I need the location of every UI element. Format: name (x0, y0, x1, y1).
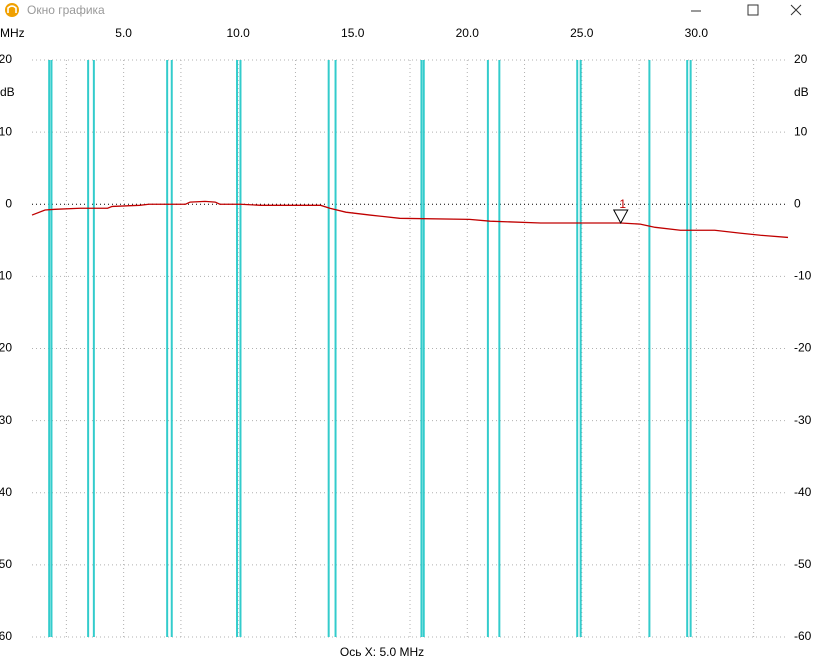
y-tick-label: 20 (0, 52, 12, 66)
x-axis-label: Ось X: 5.0 MHz (340, 645, 424, 659)
window-title: Окно графика (27, 3, 105, 17)
x-tick-label: 10.0 (227, 26, 251, 40)
maximize-button[interactable] (747, 4, 759, 16)
y-tick-label: -30 (794, 413, 812, 427)
y-tick-label: 10 (794, 124, 808, 138)
y-tick-label: 10 (0, 124, 12, 138)
app-icon (5, 3, 19, 17)
y-tick-label: 0 (5, 196, 12, 210)
y-tick-label: -20 (794, 341, 812, 355)
y-tick-label: -40 (0, 485, 12, 499)
y-tick-label: -10 (0, 269, 12, 283)
y-tick-label: -40 (794, 485, 812, 499)
y-tick-label: -50 (794, 557, 812, 571)
x-tick-label: 15.0 (341, 26, 365, 40)
app-icon-glyph (7, 5, 17, 13)
x-tick-label: 20.0 (456, 26, 480, 40)
y-tick-label: -10 (794, 269, 812, 283)
x-tick-label: 5.0 (115, 26, 132, 40)
y-tick-label: -50 (0, 557, 12, 571)
marker-label: 1 (619, 197, 626, 211)
x-tick-label: 30.0 (685, 26, 709, 40)
y-tick-label: 20 (794, 52, 808, 66)
y-tick-label: -20 (0, 341, 12, 355)
y-tick-label: -60 (794, 629, 812, 643)
y-unit-right: dB (794, 85, 809, 99)
x-unit: MHz (0, 26, 25, 40)
close-button[interactable] (790, 4, 802, 16)
y-tick-label: -60 (0, 629, 12, 643)
marker (612, 209, 629, 225)
y-unit-left: dB (0, 85, 15, 99)
x-tick-label: 25.0 (570, 26, 594, 40)
y-tick-label: 0 (794, 196, 801, 210)
trace (31, 200, 789, 239)
y-tick-label: -30 (0, 413, 12, 427)
